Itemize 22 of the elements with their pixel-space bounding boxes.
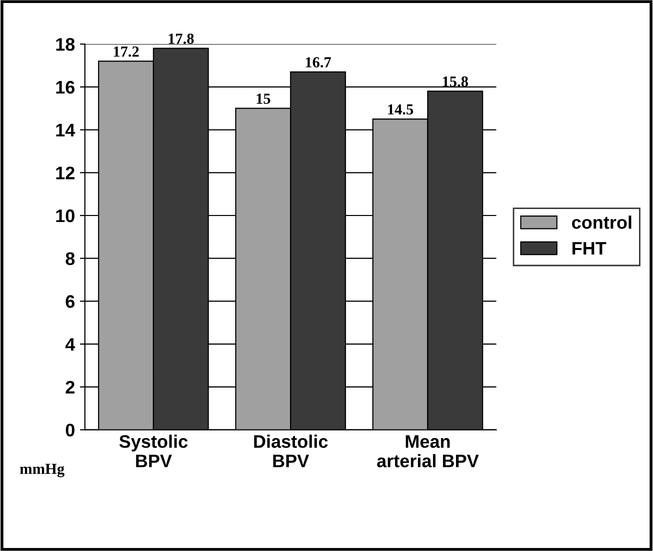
legend-label: control bbox=[572, 216, 632, 229]
x-tick-label: Diastolic BPV bbox=[254, 434, 328, 468]
y-tick-label: 2 bbox=[66, 380, 74, 394]
y-tick-label: 10 bbox=[56, 209, 74, 222]
text: mmHg bbox=[20, 464, 64, 478]
y-tick-label: 0 bbox=[66, 424, 74, 436]
data-label: 14.5 bbox=[388, 104, 414, 115]
x-tick-label: Systolic BPV bbox=[119, 434, 188, 468]
legend-label: FHT bbox=[572, 242, 606, 255]
y-tick-label: 14 bbox=[56, 124, 76, 136]
data-label: 16.7 bbox=[306, 57, 332, 68]
y-tick-label: 16 bbox=[56, 80, 75, 94]
y-tick-label: 6 bbox=[66, 295, 75, 308]
data-label: 15.8 bbox=[443, 76, 468, 87]
x-tick-label: Mean arterial BPV bbox=[377, 435, 479, 468]
data-label: 17.2 bbox=[114, 46, 139, 57]
y-tick-label: 4 bbox=[65, 338, 76, 351]
y-tick-label: 18 bbox=[56, 38, 75, 51]
data-label: 15 bbox=[256, 94, 270, 104]
y-tick-label: 12 bbox=[56, 166, 74, 180]
y-tick-label: 8 bbox=[66, 252, 75, 266]
data-label: 17.8 bbox=[168, 34, 194, 44]
